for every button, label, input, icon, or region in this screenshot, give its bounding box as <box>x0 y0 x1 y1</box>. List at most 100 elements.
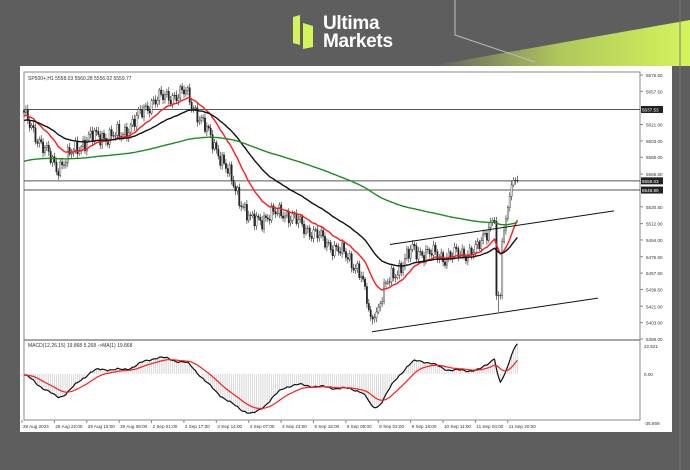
candle-body <box>238 187 241 206</box>
candle-body <box>156 100 159 105</box>
candle-body <box>217 148 220 157</box>
candle-body <box>276 213 279 215</box>
candle-body <box>320 230 323 236</box>
candle-body <box>430 253 433 256</box>
candle <box>430 249 433 258</box>
candle-body <box>280 204 283 217</box>
candle <box>209 124 212 139</box>
candle-body <box>190 101 193 109</box>
candle-body <box>461 248 464 256</box>
brand-logo: Ultima Markets <box>293 14 393 51</box>
y-tick-label: 5657.50 <box>646 89 663 94</box>
candle <box>150 98 153 116</box>
candle <box>506 205 509 222</box>
candle <box>68 143 71 157</box>
candle-body <box>154 99 157 105</box>
candle-body <box>265 215 267 219</box>
chart-canvas[interactable]: 5637.53 5559.03 5548.90 5675.50 5657.50 5621… <box>20 66 672 432</box>
trendline-channel-upper <box>389 210 615 245</box>
candle-body <box>434 244 437 252</box>
candle-body <box>85 139 88 152</box>
candle-body <box>312 229 315 239</box>
candle-body <box>327 242 330 244</box>
candle-body <box>49 151 52 163</box>
candle-body <box>270 205 273 221</box>
candle <box>28 116 31 132</box>
candle <box>137 106 140 120</box>
trading-chart[interactable]: 5637.53 5559.03 5548.90 5675.50 5657.50 5621… <box>20 66 672 432</box>
candle-body <box>26 109 29 121</box>
candle <box>230 161 233 185</box>
candle-body <box>205 125 208 132</box>
candle-body <box>194 107 197 109</box>
candle <box>486 230 488 245</box>
candle <box>325 238 328 252</box>
x-tick-label: 9 Sep 18:00 <box>412 424 437 429</box>
candle <box>158 88 161 105</box>
candle-body <box>247 214 250 221</box>
candle-body <box>242 206 244 208</box>
candle-body <box>97 131 100 135</box>
candle-body <box>167 91 170 101</box>
candle-body <box>225 163 227 169</box>
candle <box>333 241 336 259</box>
candle-body <box>364 278 366 287</box>
x-tick-label: 28 Aug 22:00 <box>55 424 83 429</box>
candle <box>84 135 86 154</box>
candle-body <box>108 129 111 145</box>
candle <box>377 303 380 314</box>
candle-body <box>284 215 286 219</box>
candle <box>51 154 54 168</box>
candle-body <box>291 213 294 221</box>
candle-body <box>45 145 48 148</box>
candle <box>329 239 332 253</box>
moving-average-line <box>23 136 518 226</box>
candle-body <box>352 267 355 271</box>
candle <box>392 266 395 282</box>
candle-body <box>53 156 56 163</box>
candle-body <box>346 257 349 260</box>
candle <box>407 246 410 263</box>
candle <box>476 238 479 250</box>
candle <box>352 263 355 274</box>
candle-body <box>169 99 172 105</box>
candle-body <box>478 241 481 249</box>
level-price-tag <box>641 177 663 185</box>
candle <box>343 241 345 255</box>
candle <box>497 291 500 312</box>
candle-body <box>30 125 33 128</box>
candle <box>398 259 401 280</box>
level-price-tag <box>641 106 663 114</box>
candle <box>411 240 414 252</box>
candle <box>516 175 519 184</box>
candle-body <box>234 185 237 192</box>
candle-body <box>386 281 389 284</box>
candle <box>327 239 330 247</box>
candle-body <box>87 133 90 141</box>
candle <box>63 160 65 169</box>
candle <box>409 244 412 263</box>
candle-body <box>221 154 224 166</box>
y-tick-label: 5385.00 <box>646 337 663 342</box>
candle-body <box>38 139 41 144</box>
y-tick-label: 5494.00 <box>646 238 663 243</box>
candle <box>434 242 437 255</box>
candle <box>240 201 243 212</box>
candle-body <box>417 251 420 260</box>
candle <box>265 213 267 222</box>
candle <box>501 237 504 300</box>
candle <box>514 177 517 185</box>
candle-body <box>114 134 117 137</box>
candle <box>369 305 372 322</box>
candle <box>223 151 225 166</box>
candle <box>85 136 88 156</box>
candle-body <box>34 127 37 142</box>
candle <box>482 229 485 245</box>
macd-y-tick-label: 22.521 <box>644 344 658 349</box>
candle-body <box>263 215 265 230</box>
candle-body <box>514 179 517 181</box>
candle <box>362 271 364 283</box>
candle <box>318 230 321 242</box>
candle-body <box>255 215 258 227</box>
candle <box>219 151 222 169</box>
